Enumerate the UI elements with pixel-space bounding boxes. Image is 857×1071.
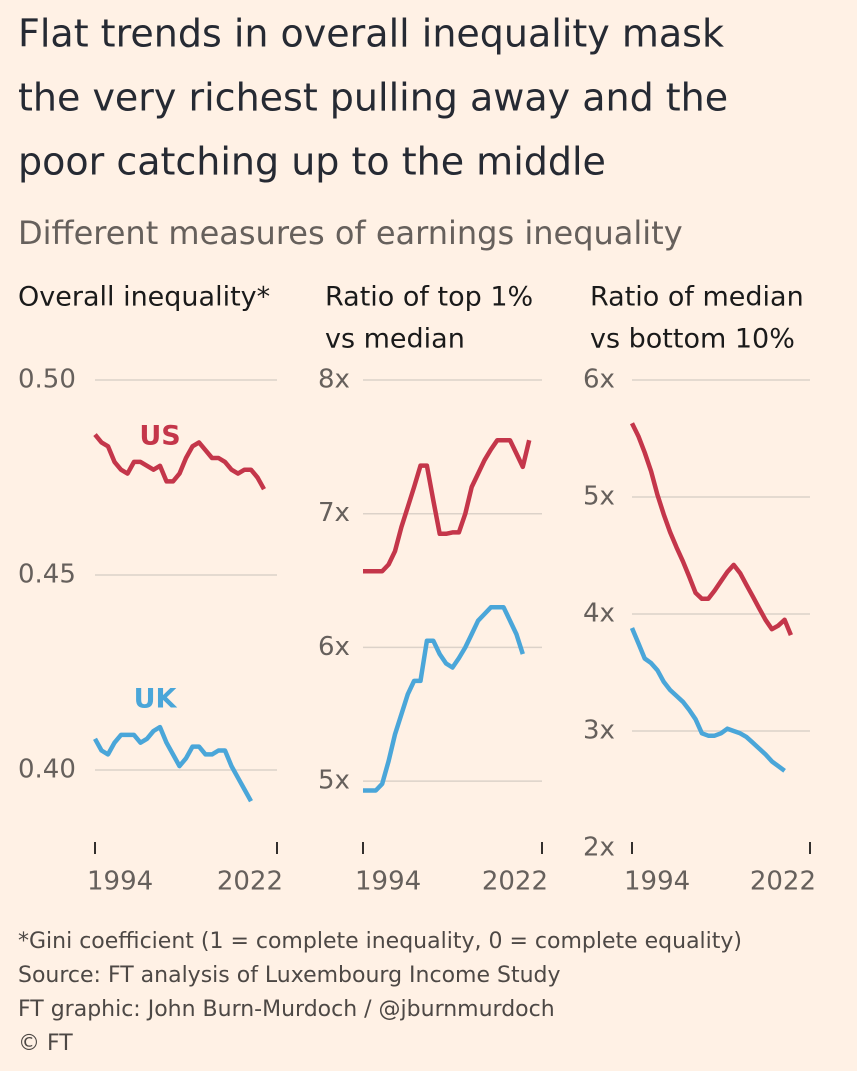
x-tick-label: 1994 xyxy=(87,867,153,897)
y-tick-label: 6x xyxy=(583,365,615,395)
y-tick-label: 8x xyxy=(318,365,350,395)
y-tick-label: 5x xyxy=(318,766,350,796)
note: *Gini coefficient (1 = complete inequali… xyxy=(18,929,742,954)
series-label: UK xyxy=(134,684,178,715)
series-line xyxy=(93,433,266,491)
y-tick-label: 3x xyxy=(583,716,615,746)
y-tick-label: 0.40 xyxy=(18,755,76,785)
title-line: poor catching up to the middle xyxy=(18,140,606,184)
y-tick-label: 5x xyxy=(583,482,615,512)
note: Source: FT analysis of Luxembourg Income… xyxy=(18,963,561,988)
y-tick-label: 0.45 xyxy=(18,560,76,590)
series-line xyxy=(363,437,532,574)
x-tick-label: 1994 xyxy=(624,867,690,897)
y-tick-label: 7x xyxy=(318,498,350,528)
y-tick-label: 6x xyxy=(318,632,350,662)
note: FT graphic: John Burn-Murdoch / @jburnmu… xyxy=(18,997,555,1022)
panel-title: Ratio of top 1% xyxy=(325,282,533,313)
subtitle: Different measures of earnings inequalit… xyxy=(18,214,683,252)
title-line: the very richest pulling away and the xyxy=(18,76,728,120)
note: © FT xyxy=(18,1031,73,1056)
series-label: US xyxy=(139,421,180,452)
x-tick-label: 2022 xyxy=(482,867,548,897)
x-tick-label: 2022 xyxy=(750,867,816,897)
series-line xyxy=(93,724,253,803)
x-tick-label: 1994 xyxy=(355,867,421,897)
x-tick-label: 2022 xyxy=(217,867,283,897)
y-tick-label: 4x xyxy=(583,599,615,629)
y-tick-label: 2x xyxy=(583,833,615,863)
panel-title: Overall inequality* xyxy=(18,282,270,313)
y-tick-label: 0.50 xyxy=(18,365,76,395)
panel-title: vs median xyxy=(325,324,465,355)
panel-title: vs bottom 10% xyxy=(590,324,795,355)
series-line xyxy=(363,605,525,793)
panel-title: Ratio of median xyxy=(590,282,804,313)
series-line xyxy=(629,422,793,636)
title-line: Flat trends in overall inequality mask xyxy=(18,12,724,56)
series-line xyxy=(629,627,786,773)
